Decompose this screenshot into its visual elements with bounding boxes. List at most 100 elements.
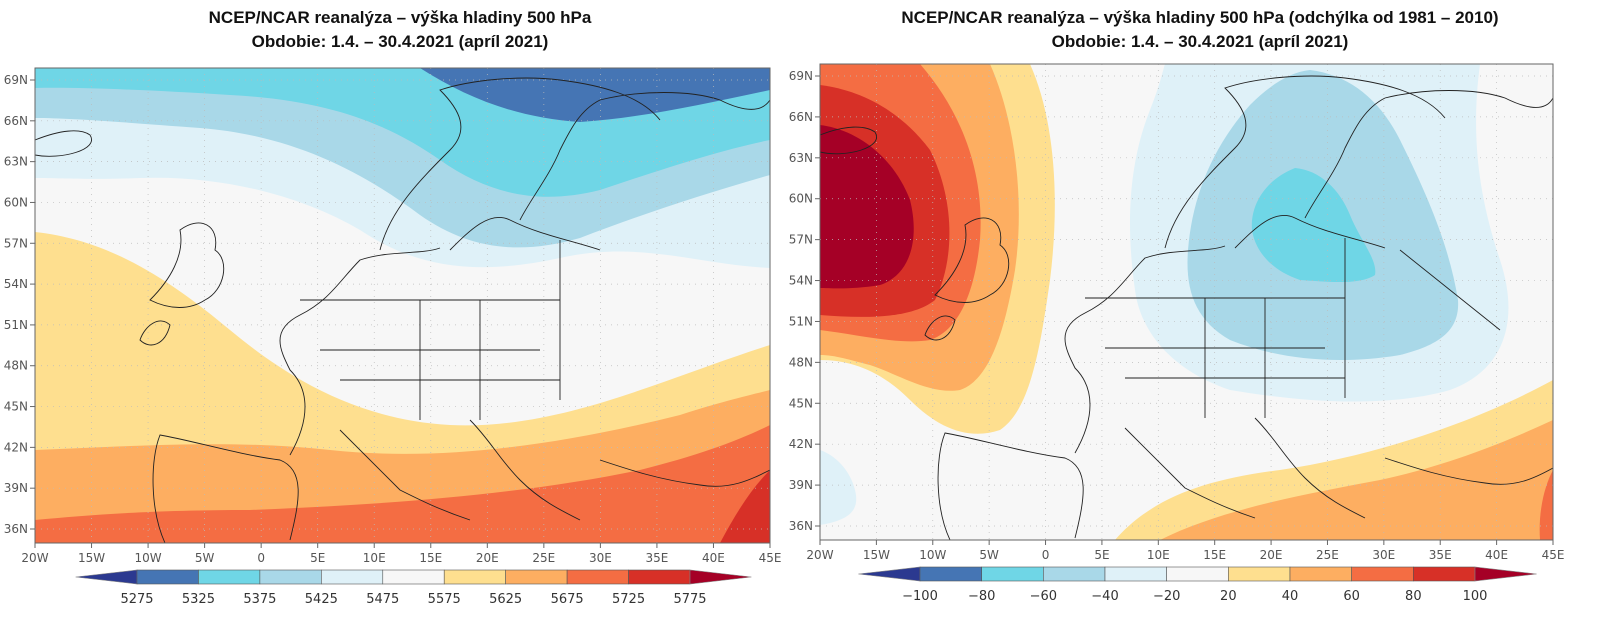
lat-tick-label: 60N — [789, 192, 813, 206]
lon-tick-label: 10E — [1147, 548, 1170, 562]
colorbar-swatch — [919, 566, 982, 582]
band-minus40-minus20-sw — [820, 450, 857, 525]
colorbar-upper-extend — [1474, 566, 1537, 582]
lon-tick-label: 25E — [532, 551, 555, 565]
lat-tick-label: 42N — [4, 440, 28, 454]
colorbar-label: −80 — [968, 589, 995, 604]
colorbar-label: −100 — [902, 589, 938, 604]
colorbar-label: 5675 — [551, 592, 584, 607]
colorbar-lower-extend — [75, 569, 138, 585]
lat-tick-label: 48N — [4, 359, 28, 373]
lat-tick-label: 63N — [789, 151, 813, 165]
left-title-line1: NCEP/NCAR reanalýza – výška hladiny 500 … — [208, 8, 592, 27]
left-colorbar: 5275 5325 5375 5425 5475 5575 5625 5675 5725 5775 — [75, 569, 752, 607]
lon-tick-label: 10W — [135, 551, 162, 565]
right-map-gridlines — [820, 64, 1553, 540]
lat-tick-label: 66N — [789, 110, 813, 124]
right-map: 69N 66N 63N 60N 57N 54N 51N 48N 45N 42N 39N 36N 20W… — [789, 63, 1564, 604]
lat-tick-label: 51N — [789, 314, 813, 328]
right-title-line2: Obdobie: 1.4. – 30.4.2021 (apríl 2021) — [1051, 32, 1349, 51]
lat-tick-label: 66N — [4, 114, 28, 128]
left-title-line2: Obdobie: 1.4. – 30.4.2021 (apríl 2021) — [251, 32, 549, 51]
colorbar-label: 5775 — [673, 592, 706, 607]
left-map-coastlines — [35, 77, 770, 543]
colorbar-label: 60 — [1343, 589, 1360, 604]
lon-tick-label: 15W — [78, 551, 105, 565]
colorbar-swatch — [1104, 566, 1167, 582]
left-lat-axis: 69N 66N 63N 60N 57N 54N 51N 48N 45N 42N 39N 36N — [4, 73, 35, 536]
colorbar-swatch — [1351, 566, 1414, 582]
band-5275-5325 — [420, 68, 770, 122]
colorbar-swatch — [505, 569, 568, 585]
right-map-frame — [819, 63, 1554, 541]
lon-tick-label: 20W — [21, 551, 48, 565]
lon-tick-label: 0 — [257, 551, 265, 565]
lon-tick-label: 35E — [1429, 548, 1452, 562]
lon-tick-label: 40E — [1485, 548, 1508, 562]
lat-tick-label: 54N — [789, 274, 813, 288]
lon-tick-label: 20E — [476, 551, 499, 565]
colorbar-swatch — [198, 569, 261, 585]
colorbar-swatch — [1166, 566, 1229, 582]
band-5675-5725 — [35, 425, 770, 543]
lon-tick-label: 30E — [1372, 548, 1395, 562]
lat-tick-label: 39N — [789, 478, 813, 492]
lat-tick-label: 60N — [4, 195, 28, 209]
band-60-80-se — [1539, 470, 1553, 540]
colorbar-swatch — [382, 569, 445, 585]
colorbar-label: 5325 — [182, 592, 215, 607]
right-lon-axis: 20W 15W 10W 5W 0 5E 10E 15E 20E 25E 30E 35E 40E 45E — [806, 540, 1564, 562]
right-map-coastlines — [820, 75, 1553, 540]
lon-tick-label: 10W — [919, 548, 946, 562]
right-colorbar: −100 −80 −60 −40 −20 20 40 60 80 100 — [858, 566, 1537, 604]
colorbar-label: 5625 — [489, 592, 522, 607]
colorbar-label: 100 — [1463, 589, 1488, 604]
lat-tick-label: 57N — [4, 236, 28, 250]
colorbar-label: 80 — [1405, 589, 1422, 604]
lon-tick-label: 5E — [310, 551, 325, 565]
colorbar-label: 20 — [1220, 589, 1237, 604]
lon-tick-label: 25E — [1316, 548, 1339, 562]
colorbar-label: 5425 — [305, 592, 338, 607]
left-map-gridlines — [35, 68, 770, 543]
lon-tick-label: 5W — [195, 551, 215, 565]
lat-tick-label: 36N — [789, 519, 813, 533]
colorbar-label: 40 — [1282, 589, 1299, 604]
colorbar-label: 5475 — [366, 592, 399, 607]
lon-tick-label: 15E — [1203, 548, 1226, 562]
lat-tick-label: 42N — [789, 437, 813, 451]
lat-tick-label: 36N — [4, 522, 28, 536]
band-minus80-minus60 — [1251, 168, 1376, 283]
colorbar-label: 5375 — [243, 592, 276, 607]
colorbar-lower-extend — [858, 566, 921, 582]
colorbar-swatch — [566, 569, 629, 585]
left-map: 69N 66N 63N 60N 57N 54N 51N 48N 45N 42N 39N 36N 20W… — [4, 67, 782, 607]
lon-tick-label: 15E — [419, 551, 442, 565]
lat-tick-label: 48N — [789, 355, 813, 369]
lat-tick-label: 69N — [4, 73, 28, 87]
colorbar-label: 5275 — [120, 592, 153, 607]
colorbar-swatch — [628, 569, 691, 585]
band-5725-5775 — [720, 470, 770, 543]
band-40-60-se — [1160, 420, 1553, 540]
lon-tick-label: 45E — [759, 551, 782, 565]
lon-tick-label: 5W — [979, 548, 999, 562]
colorbar-label: 5575 — [428, 592, 461, 607]
lat-tick-label: 51N — [4, 318, 28, 332]
lat-tick-label: 63N — [4, 155, 28, 169]
colorbar-swatch — [443, 569, 506, 585]
colorbar-swatch — [1043, 566, 1106, 582]
colorbar-label: −40 — [1091, 589, 1118, 604]
right-map-contours — [820, 64, 1553, 540]
lon-tick-label: 40E — [702, 551, 725, 565]
right-lat-axis: 69N 66N 63N 60N 57N 54N 51N 48N 45N 42N 39N 36N — [789, 69, 820, 533]
lon-tick-label: 20W — [806, 548, 833, 562]
colorbar-swatch — [1228, 566, 1291, 582]
left-map-frame — [34, 67, 771, 544]
lon-tick-label: 20E — [1260, 548, 1283, 562]
left-map-contours — [35, 68, 770, 543]
lat-tick-label: 45N — [789, 396, 813, 410]
lon-tick-label: 45E — [1542, 548, 1565, 562]
colorbar-upper-extend — [689, 569, 752, 585]
